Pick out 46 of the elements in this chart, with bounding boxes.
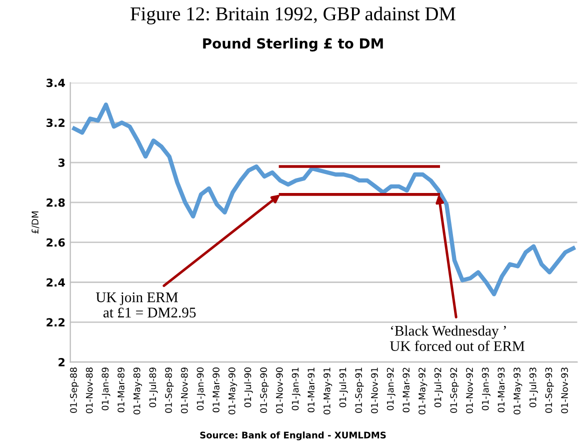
x-tick-label: 01-Jul-90 — [244, 368, 253, 408]
x-tick-label: 01-Jan-91 — [292, 368, 300, 410]
x-tick-label: 01-May-89 — [133, 368, 142, 414]
x-tick-label: 01-Sep-88 — [70, 368, 79, 413]
x-tick-label: 01-Mar-93 — [498, 368, 505, 412]
x-tick-label: 01-May-90 — [228, 368, 238, 414]
y-tick-label: 2 — [58, 358, 64, 366]
x-tick-label: 01-Jul-93 — [529, 368, 538, 408]
source-note: Source: Bank of England - XUMLDMS — [200, 431, 386, 440]
x-tick-label: 01-Nov-92 — [466, 368, 473, 414]
x-tick-label: 01-Nov-90 — [276, 368, 283, 414]
x-tick-label: 01-Sep-89 — [165, 368, 174, 413]
chart-title: Figure 12: Britain 1992, GBP adainst DM — [130, 6, 456, 24]
x-tick-label: 01-Mar-90 — [212, 368, 220, 412]
x-tick-label: 01-Jan-92 — [386, 368, 396, 410]
x-tick-label: 01-Jan-93 — [482, 368, 490, 410]
x-tick-label: 01-Sep-92 — [450, 368, 459, 413]
y-tick-label: 3.2 — [46, 118, 64, 127]
x-tick-label: 01-Jan-90 — [196, 368, 206, 410]
x-tick-label: 01-Nov-89 — [180, 368, 188, 414]
y-axis-title: £/DM — [32, 212, 40, 234]
y-tick-label: 3.4 — [46, 78, 65, 88]
x-tick-label: 01-Jul-91 — [339, 368, 348, 408]
chart-subtitle: Pound Sterling £ to DM — [203, 38, 383, 52]
y-tick-label: 2.8 — [46, 198, 65, 207]
x-tick-label: 01-Nov-93 — [561, 368, 568, 414]
x-tick-label: 01-Sep-93 — [545, 368, 554, 413]
x-tick-label: 01-May-91 — [324, 368, 332, 414]
y-tick-label: 3 — [58, 158, 65, 167]
x-tick-label: 01-Mar-91 — [308, 368, 315, 412]
x-tick-label: 01-Sep-90 — [260, 368, 269, 413]
x-tick-label: 01-Nov-88 — [86, 368, 93, 414]
x-tick-label: 01-May-93 — [514, 368, 522, 414]
annotation: UK join ERM at £1 = DM2.95 — [96, 292, 196, 318]
x-tick-label: 01-Mar-92 — [402, 368, 410, 412]
x-tick-label: 01-Sep-91 — [355, 368, 364, 413]
x-tick-label: 01-Jul-89 — [149, 368, 158, 408]
x-tick-label: 01-Jul-92 — [434, 368, 443, 408]
x-tick-label: 01-May-92 — [418, 368, 428, 414]
y-tick-label: 2.2 — [46, 318, 64, 326]
annotation: ‘Black Wednesday ’ UK forced out of ERM — [390, 325, 525, 352]
x-tick-label: 01-Jan-89 — [102, 368, 110, 410]
x-tick-label: 01-Mar-89 — [118, 368, 124, 412]
y-tick-label: 2.4 — [46, 278, 65, 286]
x-tick-label: 01-Nov-91 — [371, 368, 378, 414]
y-tick-label: 2.6 — [46, 238, 65, 247]
